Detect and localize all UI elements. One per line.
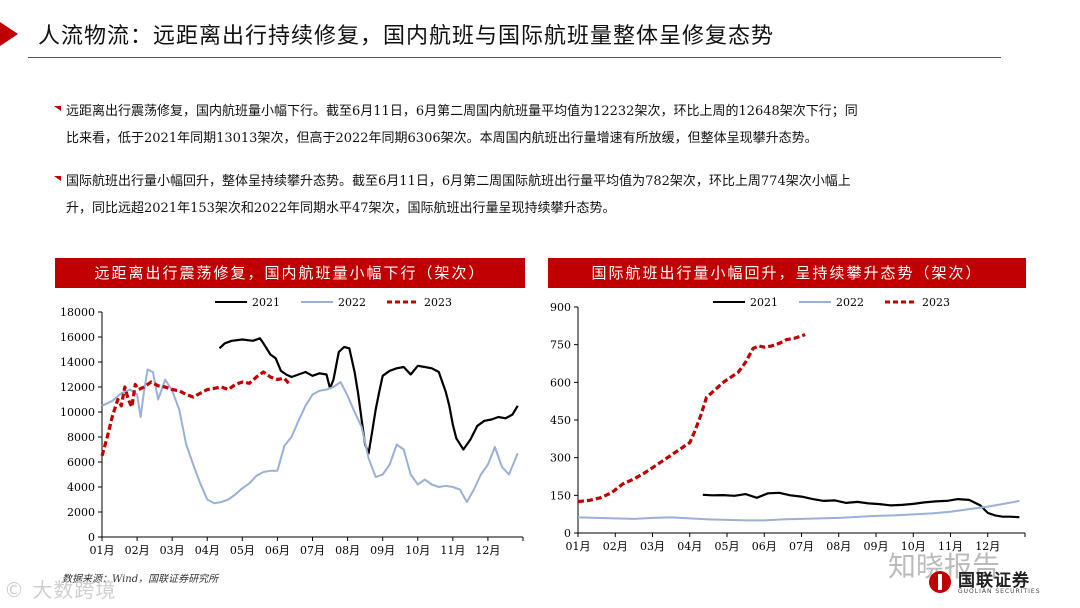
domestic-x-tick-label: 11月 [440, 544, 465, 557]
domestic-x-tick-label: 08月 [335, 544, 360, 557]
international-y-tick-label: 0 [564, 527, 571, 540]
chart-international-title: 国际航班出行量小幅回升，呈持续攀升态势（架次） [548, 258, 1026, 288]
international-x-tick-label: 09月 [864, 540, 889, 553]
domestic-legend-label-2023: 2023 [424, 296, 452, 309]
domestic-x-tick-label: 01月 [90, 544, 115, 557]
domestic-y-tick-label: 2000 [67, 506, 95, 519]
header: 人流物流：远距离出行持续修复，国内航班与国际航班量整体呈修复态势 [0, 0, 1080, 70]
domestic-y-tick-label: 12000 [60, 381, 95, 394]
header-divider [28, 57, 1001, 58]
domestic-x-tick-label: 03月 [160, 544, 185, 557]
international-x-tick-label: 05月 [715, 540, 740, 553]
domestic-legend-label-2022: 2022 [338, 296, 366, 309]
domestic-x-tick-label: 05月 [230, 544, 255, 557]
international-y-tick-label: 750 [550, 339, 571, 352]
bullet-international-line1: 国际航班出行量小幅回升，整体呈持续攀升态势。截至6月11日，6月第二周国际航班出… [66, 174, 851, 189]
international-y-tick-label: 450 [550, 414, 571, 427]
domestic-series-2022 [101, 368, 519, 505]
international-series-2023 [577, 333, 806, 504]
domestic-x-tick-label: 02月 [125, 544, 150, 557]
international-x-tick-label: 02月 [603, 540, 628, 553]
international-legend-label-2021: 2021 [750, 296, 778, 309]
domestic-series-2021 [218, 337, 519, 455]
domestic-x-tick-label: 06月 [265, 544, 290, 557]
international-x-tick-label: 07月 [789, 540, 814, 553]
source-note: 数据来源：Wind，国联证券研究所 [62, 574, 219, 585]
bullet-marker-icon [54, 106, 61, 111]
international-x-tick-label: 04月 [677, 540, 702, 553]
domestic-y-tick-label: 0 [88, 531, 95, 544]
logo-text-cn: 国联证券 [958, 571, 1030, 591]
international-y-tick-label: 600 [550, 376, 571, 389]
chart-domestic: 0 2000 4000 6000 8000 10000 12000 14000 16000 180… [60, 296, 524, 557]
domestic-x-tick-label: 04月 [195, 544, 220, 557]
domestic-y-tick-label: 14000 [60, 356, 95, 369]
international-x-tick-label: 12月 [975, 540, 1000, 553]
international-x-tick-label: 08月 [826, 540, 851, 553]
watermark-left: © 大数跨境 [4, 578, 117, 602]
domestic-x-tick-label: 07月 [300, 544, 325, 557]
bullet-international: 国际航班出行量小幅回升，整体呈持续攀升态势。截至6月11日，6月第二周国际航班出… [54, 168, 1026, 222]
international-axes: 0 150 300 450 600 750 900 01月 02月 03月 04月 05月 06月 07月… [550, 301, 1026, 553]
domestic-x-tick-label: 12月 [475, 544, 500, 557]
international-series-2021 [702, 491, 1020, 519]
chart-domestic-title: 远距离出行震荡修复，国内航班量小幅下行（架次） [55, 258, 525, 288]
bullet-international-line2: 升，同比远超2021年153架次和2022年同期水平47架次，国际航班出行量呈现… [66, 201, 616, 216]
bullet-domestic-line1: 远距离出行震荡修复，国内航班量小幅下行。截至6月11日，6月第二周国内航班量平均… [66, 104, 858, 119]
international-x-tick-label: 03月 [640, 540, 665, 553]
domestic-legend: 2021 2022 2023 [215, 296, 452, 309]
domestic-axes: 0 2000 4000 6000 8000 10000 12000 14000 16000 180… [60, 306, 524, 557]
international-x-tick-label: 10月 [901, 540, 926, 553]
domestic-x-tick-label: 09月 [370, 544, 395, 557]
domestic-y-tick-label: 16000 [60, 331, 95, 344]
header-triangle-icon [0, 22, 18, 46]
international-y-tick-label: 900 [550, 301, 571, 314]
page-title: 人流物流：远距离出行持续修复，国内航班与国际航班量整体呈修复态势 [38, 24, 775, 49]
guolian-logo: 国联证券 GUOLIAN SECURITIES [928, 566, 1058, 602]
chart-international: 0 150 300 450 600 750 900 01月 02月 03月 04月 05月 06月 07月… [550, 296, 1026, 553]
logo-text-en: GUOLIAN SECURITIES [958, 588, 1041, 595]
domestic-x-tick-label: 10月 [405, 544, 430, 557]
bullet-domestic-line2: 比来看，低于2021年同期13013架次，但高于2022年同期6306架次。本周… [66, 131, 818, 146]
domestic-y-tick-label: 8000 [67, 431, 95, 444]
domestic-legend-label-2021: 2021 [252, 296, 280, 309]
international-legend: 2021 2022 2023 [713, 296, 950, 309]
international-legend-label-2022: 2022 [836, 296, 864, 309]
domestic-y-tick-label: 10000 [60, 406, 95, 419]
guolian-logo-icon [929, 571, 951, 593]
domestic-series-2023 [100, 370, 291, 457]
domestic-y-tick-label: 4000 [67, 481, 95, 494]
international-legend-label-2023: 2023 [922, 296, 950, 309]
international-y-tick-label: 300 [550, 452, 571, 465]
international-y-tick-label: 150 [550, 489, 571, 502]
domestic-y-tick-label: 18000 [60, 306, 95, 319]
bullet-domestic: 远距离出行震荡修复，国内航班量小幅下行。截至6月11日，6月第二周国内航班量平均… [54, 98, 1026, 152]
international-series-2022 [577, 499, 1020, 522]
international-x-tick-label: 11月 [938, 540, 963, 553]
domestic-y-tick-label: 6000 [67, 456, 95, 469]
bullet-marker-icon [54, 176, 61, 181]
international-x-tick-label: 06月 [752, 540, 777, 553]
international-x-tick-label: 01月 [566, 540, 591, 553]
